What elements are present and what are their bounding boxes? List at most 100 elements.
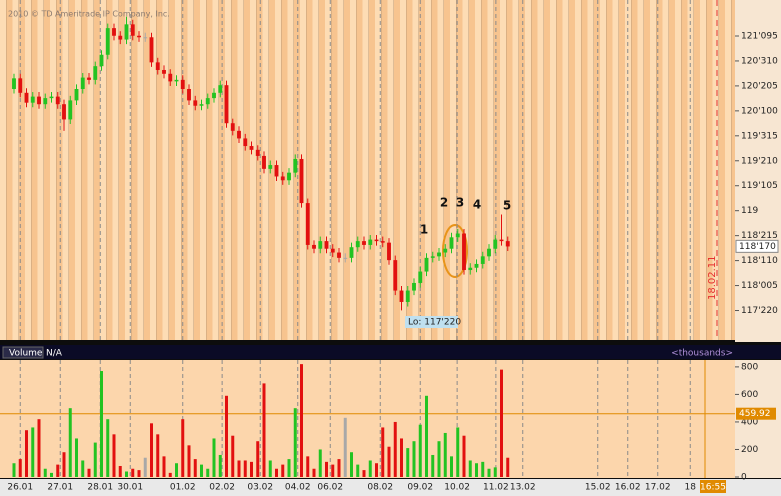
candle-body — [405, 290, 410, 302]
volume-bar — [62, 452, 66, 477]
y-tick-label: 118'005 — [741, 281, 778, 291]
y-tick-label: 119 — [741, 206, 758, 216]
volume-bar — [281, 464, 285, 477]
stripe — [600, 0, 607, 340]
candle-body — [18, 78, 23, 93]
stripe — [175, 0, 182, 340]
volume-bar — [200, 464, 203, 477]
candle-body — [412, 282, 416, 291]
volume-bar — [350, 452, 353, 477]
volume-bar — [462, 435, 466, 477]
candle-body — [493, 239, 498, 249]
candle-body — [324, 241, 329, 249]
stripe — [525, 0, 532, 340]
candle-body — [199, 104, 204, 106]
stripe — [393, 0, 400, 340]
candle-body — [230, 123, 235, 131]
time-axis-panel — [0, 479, 781, 496]
stripe — [575, 0, 582, 340]
volume-bar — [393, 421, 397, 477]
stripe — [468, 0, 475, 340]
candle-body — [68, 100, 73, 120]
stripe — [262, 0, 269, 340]
x-tick-label: 13.02 — [510, 483, 536, 493]
volume-bar — [162, 456, 166, 477]
volume-bar — [293, 408, 297, 477]
candle-body — [87, 77, 91, 80]
stripe — [62, 0, 69, 340]
stripe — [387, 0, 394, 340]
volume-bar — [325, 461, 328, 477]
volume-bar — [368, 460, 372, 477]
candle-body — [487, 248, 491, 257]
stripe — [350, 0, 357, 340]
volume-bar — [81, 460, 85, 477]
stripe — [50, 0, 57, 340]
volume-bar — [300, 364, 303, 477]
volume-bar — [187, 445, 191, 477]
stripe — [681, 0, 688, 340]
stripe — [6, 0, 13, 340]
stripe — [693, 0, 700, 340]
stripe — [87, 0, 94, 340]
stripe — [425, 0, 432, 340]
stripe — [587, 0, 594, 340]
stripe — [356, 0, 363, 340]
stripe — [706, 0, 713, 340]
volume-bar — [506, 457, 510, 477]
x-tick-label: 27.01 — [47, 483, 73, 493]
stripe — [12, 0, 19, 340]
stripe — [556, 0, 563, 340]
candle-body — [212, 92, 216, 99]
volume-bar — [437, 441, 441, 477]
stripe — [618, 0, 625, 340]
stripe — [518, 0, 525, 340]
stripe — [481, 0, 488, 340]
candle-body — [112, 28, 116, 36]
stripe — [475, 0, 482, 340]
stripe — [668, 0, 675, 340]
reference-box — [736, 407, 776, 420]
candle-body — [343, 257, 348, 259]
volume-bar — [68, 408, 72, 477]
stripe — [268, 0, 275, 340]
stripe — [312, 0, 319, 340]
annotation: 5 — [503, 199, 511, 213]
candle-body — [155, 62, 160, 70]
volume-bar — [137, 470, 141, 477]
stripe — [487, 0, 494, 340]
candle-body — [162, 69, 166, 74]
stripe — [318, 0, 325, 340]
stripe — [212, 0, 219, 340]
expiry-label: 18.02.11 — [707, 255, 718, 300]
stripe — [118, 0, 125, 340]
volume-bar — [356, 464, 360, 477]
x-tick-label: 03.02 — [247, 483, 273, 493]
volume-y-tick-label: 200 — [741, 445, 758, 455]
stripe — [143, 0, 150, 340]
volume-bar — [225, 395, 228, 477]
stripe — [375, 0, 382, 340]
candle-body — [337, 252, 341, 258]
candle-body — [268, 165, 273, 169]
volume-bar — [306, 456, 310, 477]
time-box — [700, 480, 726, 493]
annotation: 3 — [456, 196, 464, 210]
x-tick-label: 17.02 — [645, 483, 671, 493]
candle-body — [330, 248, 335, 253]
candle-body — [312, 244, 316, 249]
candle-body — [74, 88, 79, 101]
candle-body — [362, 241, 366, 245]
candle-body — [143, 37, 148, 39]
stripe — [206, 0, 213, 340]
volume-bar — [450, 456, 453, 477]
volume-bar — [493, 467, 497, 477]
stripe — [231, 0, 238, 340]
stripe — [125, 0, 132, 340]
volume-bar — [250, 461, 253, 477]
volume-bar — [312, 468, 316, 477]
candle-body — [368, 239, 373, 245]
stripe — [343, 0, 350, 340]
stripe — [0, 0, 7, 340]
